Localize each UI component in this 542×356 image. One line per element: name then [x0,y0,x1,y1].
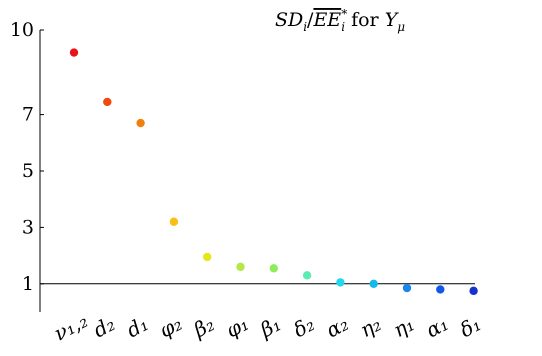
data-point [436,285,445,294]
data-point [169,217,179,226]
x-tick-label: φ₁ [222,311,253,343]
chart-title: SDi/EE* i for Yμ [275,7,405,34]
y-tick-labels: 1 3 5 7 10 [10,19,44,295]
y-tick-label: 5 [22,160,34,182]
x-tick-label: β₂ [189,312,218,343]
data-point [402,283,412,293]
y-tick-label: 10 [10,19,34,41]
data-point [469,286,478,296]
x-tick-label: d₂ [89,311,119,342]
x-tick-label: δ₂ [289,312,318,343]
y-tick-label: 1 [22,273,34,295]
data-point [369,279,378,288]
y-tick-label: 7 [22,104,34,126]
x-tick-label: φ₂ [155,311,186,343]
x-tick-label: η₂ [356,312,385,343]
x-tick-label: α₁ [422,311,452,342]
y-tick-label: 3 [22,216,34,238]
x-tick-label: δ₁ [456,312,485,343]
data-point [69,48,79,57]
data-point [236,262,245,272]
x-tick-labels: ν₁,₂d₂ d₁ φ₂ β₂ φ₁ β₁ δ₂ α₂ η₂ η₁ α₁ δ₁ [50,308,485,345]
x-tick-label: d₁ [122,311,152,342]
x-tick-label: η₁ [389,312,418,343]
x-tick-label: ν₁,₂ [50,308,92,345]
x-tick-label: β₁ [255,312,284,343]
data-point [103,97,112,107]
data-point [336,278,345,287]
data-points [69,48,478,296]
data-point [269,264,278,273]
data-point [302,271,312,280]
x-tick-label: α₂ [322,311,352,342]
data-point [136,118,145,128]
data-point [203,252,212,262]
